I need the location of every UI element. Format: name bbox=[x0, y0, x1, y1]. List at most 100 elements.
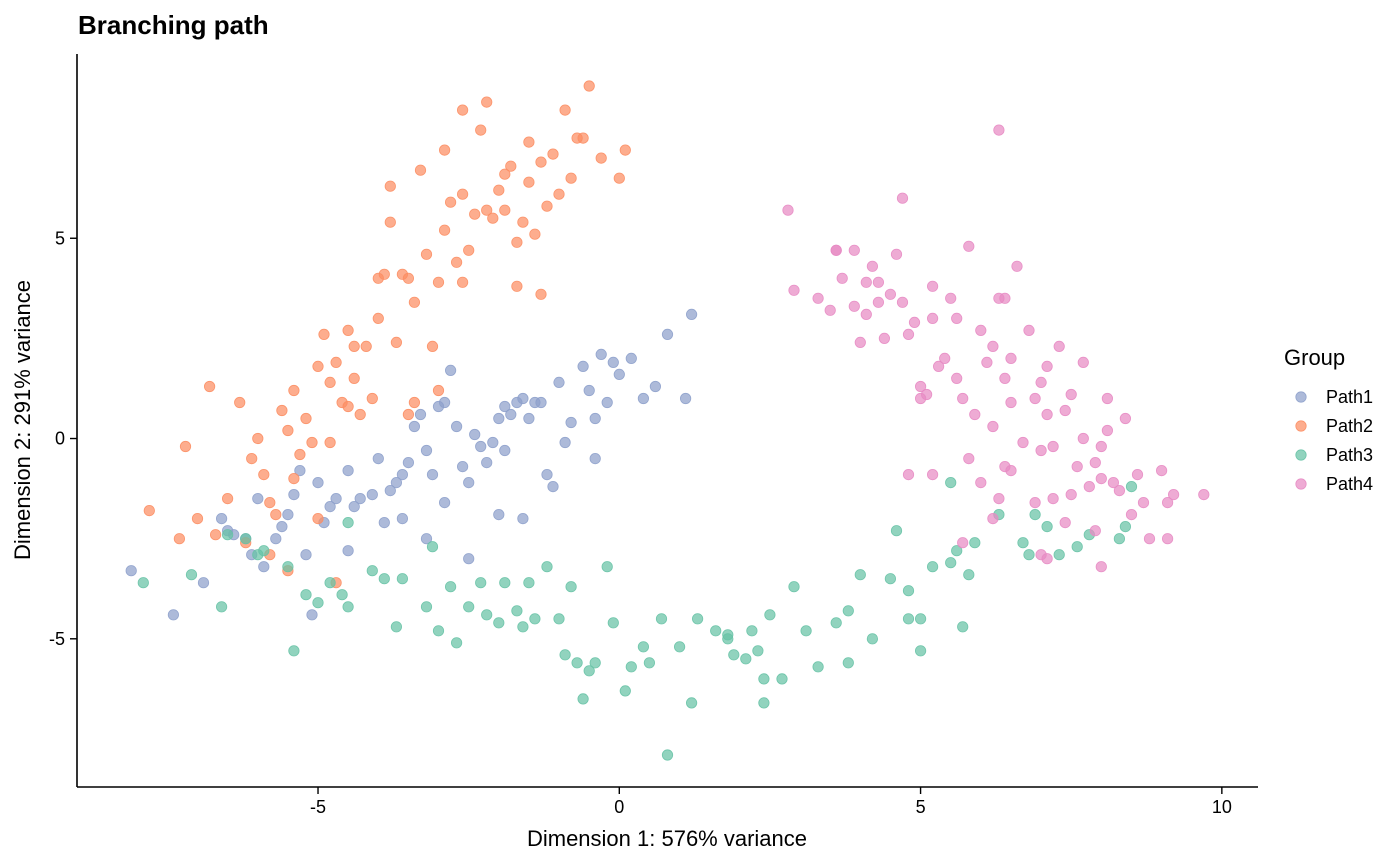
data-point bbox=[565, 581, 577, 593]
data-point bbox=[204, 380, 216, 393]
data-point bbox=[872, 276, 885, 288]
data-point bbox=[511, 280, 523, 292]
data-point bbox=[197, 577, 210, 589]
y-tick-label: 5 bbox=[55, 228, 65, 248]
data-point bbox=[173, 533, 185, 545]
data-point bbox=[1017, 537, 1029, 549]
data-point bbox=[559, 436, 571, 449]
data-point bbox=[601, 396, 613, 409]
data-point bbox=[589, 452, 601, 465]
data-point bbox=[1065, 488, 1077, 501]
data-point bbox=[240, 533, 252, 545]
data-point bbox=[1156, 464, 1168, 477]
data-point bbox=[547, 480, 559, 493]
data-point bbox=[456, 104, 469, 116]
data-point bbox=[1041, 520, 1053, 533]
data-point bbox=[342, 464, 354, 477]
data-point bbox=[342, 324, 354, 336]
data-point bbox=[860, 276, 872, 288]
data-point bbox=[438, 496, 451, 509]
data-point bbox=[595, 348, 607, 360]
data-point bbox=[282, 424, 294, 437]
data-point bbox=[294, 448, 306, 461]
data-point bbox=[523, 136, 535, 148]
data-point bbox=[993, 124, 1005, 136]
data-point bbox=[896, 296, 909, 308]
series-path2 bbox=[143, 80, 631, 589]
data-point bbox=[384, 216, 396, 228]
data-point bbox=[1089, 525, 1101, 537]
data-point bbox=[511, 236, 523, 248]
data-point bbox=[625, 661, 637, 673]
data-point bbox=[649, 380, 662, 393]
data-point bbox=[378, 573, 390, 585]
data-point bbox=[252, 492, 264, 505]
data-point bbox=[324, 436, 336, 449]
data-point bbox=[372, 452, 384, 465]
legend-key bbox=[1295, 478, 1307, 490]
legend-label: Path2 bbox=[1326, 416, 1373, 436]
data-point bbox=[348, 500, 360, 513]
data-point bbox=[342, 601, 354, 613]
data-point bbox=[926, 312, 939, 324]
data-point bbox=[414, 164, 427, 176]
data-point bbox=[595, 152, 607, 164]
data-point bbox=[420, 533, 433, 545]
data-point bbox=[493, 508, 505, 521]
data-point bbox=[625, 352, 637, 364]
data-point bbox=[306, 609, 318, 621]
data-point bbox=[541, 561, 553, 573]
data-point bbox=[402, 456, 414, 469]
data-point bbox=[1047, 492, 1059, 505]
data-point bbox=[378, 516, 390, 529]
data-point bbox=[336, 589, 348, 601]
data-point bbox=[396, 573, 408, 585]
data-point bbox=[143, 504, 155, 517]
data-point bbox=[836, 272, 848, 284]
data-point bbox=[234, 396, 246, 409]
data-point bbox=[324, 500, 336, 513]
data-point bbox=[746, 625, 758, 637]
legend-key bbox=[1295, 391, 1307, 403]
data-point bbox=[830, 617, 842, 629]
data-point bbox=[348, 340, 360, 352]
data-point bbox=[1071, 460, 1083, 473]
data-point bbox=[685, 697, 698, 709]
data-point bbox=[1125, 508, 1138, 521]
data-point bbox=[402, 272, 414, 284]
data-point bbox=[505, 408, 517, 421]
series-path3 bbox=[137, 476, 1138, 761]
data-point bbox=[619, 144, 631, 156]
data-point bbox=[559, 649, 571, 661]
data-point bbox=[450, 637, 463, 649]
data-point bbox=[426, 541, 439, 553]
data-point bbox=[1162, 533, 1174, 545]
legend-label: Path3 bbox=[1326, 445, 1373, 465]
data-point bbox=[469, 428, 481, 441]
data-point bbox=[354, 492, 366, 505]
data-point bbox=[1137, 496, 1150, 509]
data-point bbox=[408, 296, 420, 308]
y-ticks: -5 0 5 bbox=[49, 228, 77, 649]
data-point bbox=[252, 549, 264, 561]
data-point bbox=[300, 549, 312, 561]
data-point bbox=[330, 492, 342, 505]
data-point bbox=[565, 172, 577, 184]
data-point bbox=[902, 468, 915, 481]
data-point bbox=[764, 609, 776, 621]
data-point bbox=[914, 392, 927, 405]
data-point bbox=[499, 204, 511, 216]
data-point bbox=[613, 172, 625, 184]
data-point bbox=[601, 561, 613, 573]
data-point bbox=[1101, 424, 1114, 437]
data-point bbox=[324, 577, 336, 589]
data-point bbox=[463, 244, 475, 256]
data-point bbox=[1131, 468, 1144, 481]
data-point bbox=[872, 296, 885, 308]
data-point bbox=[523, 577, 535, 589]
data-point bbox=[487, 436, 499, 449]
legend-key bbox=[1295, 449, 1307, 461]
data-point bbox=[866, 260, 879, 272]
data-point bbox=[1029, 496, 1041, 509]
data-point bbox=[993, 492, 1005, 505]
